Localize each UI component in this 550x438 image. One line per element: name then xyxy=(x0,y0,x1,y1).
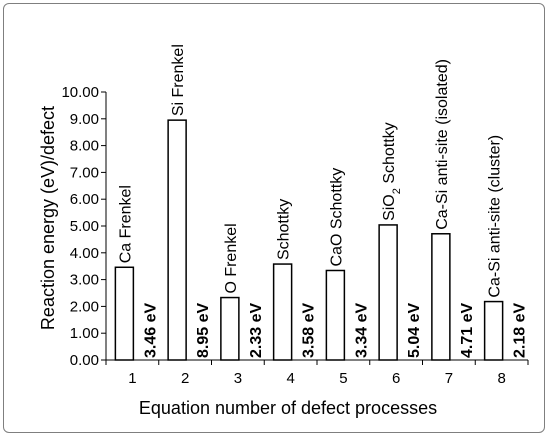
bar-annotation: O Frenkel xyxy=(223,223,240,293)
bar xyxy=(220,296,240,361)
bar xyxy=(378,224,398,361)
bar-annotation: Schottky xyxy=(276,199,293,260)
bar xyxy=(325,269,346,361)
subscript: 2 xyxy=(391,188,403,194)
x-axis-label: Equation number of defect processes xyxy=(139,398,437,418)
x-tick-label: 7 xyxy=(445,370,453,387)
bar-annotations: Ca Frenkel Si Frenkel O Frenkel Schottky CaO… xyxy=(117,44,503,297)
x-tick-label: 4 xyxy=(286,370,294,387)
bar xyxy=(114,266,135,361)
annotation-rest: Schottky xyxy=(381,122,398,188)
bar xyxy=(167,119,187,361)
y-tick-label: 5.00 xyxy=(70,218,99,235)
bar xyxy=(483,300,504,361)
bar-annotation: Ca-Si anti-site (cluster) xyxy=(487,135,504,298)
x-tick-label: 3 xyxy=(234,370,242,387)
value-label: 3.46 eV xyxy=(142,303,159,358)
bar-annotation: Ca Frenkel xyxy=(117,185,134,263)
x-tick-label: 5 xyxy=(339,370,347,387)
bar xyxy=(272,263,293,361)
chart-frame xyxy=(3,3,545,433)
value-label: 4.71 eV xyxy=(459,303,476,358)
value-label: 2.33 eV xyxy=(248,303,265,358)
x-tick-label: 1 xyxy=(128,370,136,387)
bar-annotation: Ca-Si anti-site (isolated) xyxy=(434,59,451,230)
y-tick-label: 2.00 xyxy=(70,298,99,315)
x-tick-label: 8 xyxy=(497,370,505,387)
y-tick-label: 6.00 xyxy=(70,191,99,208)
bars xyxy=(114,119,504,361)
value-label: 3.58 eV xyxy=(301,303,318,358)
value-label: 8.95 eV xyxy=(195,303,212,358)
x-axis: 1 2 3 4 5 6 7 8 xyxy=(105,359,529,387)
y-tick-label: 0.00 xyxy=(70,352,99,369)
y-tick-label: 7.00 xyxy=(70,164,99,181)
bar-annotation: Si Frenkel xyxy=(170,44,187,116)
bar xyxy=(431,233,451,361)
y-tick-label: 3.00 xyxy=(70,272,99,289)
x-tick-label: 6 xyxy=(392,370,400,387)
bar-annotation: SiO2 Schottky xyxy=(381,122,403,221)
y-tick-label: 4.00 xyxy=(70,245,99,262)
y-axis: 0.00 1.00 2.00 3.00 4.00 5.00 6.00 7.00 8.00 9.00… xyxy=(61,84,107,369)
y-tick-label: 10.00 xyxy=(61,84,99,101)
x-tick-label: 2 xyxy=(181,370,189,387)
y-axis-label: Reaction energy (eV)/defect xyxy=(38,106,58,330)
value-label: 5.04 eV xyxy=(406,303,423,358)
value-label: 3.34 eV xyxy=(353,303,370,358)
value-labels: 3.46 eV 8.95 eV 2.33 eV 3.58 eV 3.34 eV 5.04 … xyxy=(142,303,528,358)
y-tick-label: 8.00 xyxy=(70,138,99,155)
bar-annotation: CaO Schottky xyxy=(328,168,345,267)
value-label: 2.18 eV xyxy=(512,303,529,358)
y-tick-label: 9.00 xyxy=(70,111,99,128)
y-tick-label: 1.00 xyxy=(70,325,99,342)
